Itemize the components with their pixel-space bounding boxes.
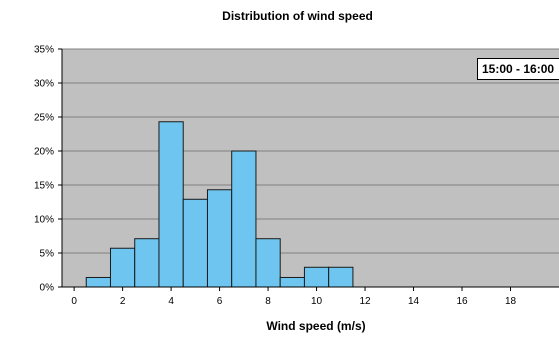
x-tick-label: 2 — [120, 296, 126, 307]
histogram-bar — [328, 266, 354, 288]
x-tick-label: 6 — [217, 296, 223, 307]
histogram-bar — [158, 121, 184, 288]
x-tick-label: 12 — [359, 296, 371, 307]
histogram-bar — [206, 189, 233, 288]
y-tick-label: 10% — [34, 215, 54, 226]
y-tick-label: 35% — [34, 45, 54, 56]
histogram-bar — [303, 266, 330, 288]
y-tick-label: 30% — [34, 79, 54, 90]
y-tick-label: 0% — [40, 283, 55, 294]
plot-area: 0% 5% 10% 15% 20% 25% 30% 35% 0 2 4 6 8 10 12 14 16 18 — [34, 45, 559, 307]
x-tick-label: 8 — [265, 296, 271, 307]
histogram-bar — [279, 276, 305, 288]
y-tick-label: 25% — [34, 113, 54, 124]
histogram-bar — [182, 198, 208, 288]
time-range-label: 15:00 - 16:00 — [477, 58, 559, 80]
x-tick-label: 0 — [71, 296, 77, 307]
chart-title-text: Distribution of wind speed — [222, 9, 373, 23]
y-tick-label: 5% — [40, 249, 55, 260]
histogram-bar — [134, 238, 160, 288]
x-tick-label: 4 — [168, 296, 174, 307]
x-tick-label: 10 — [311, 296, 323, 307]
x-tick-label: 18 — [505, 296, 517, 307]
y-tick-label: 15% — [34, 181, 54, 192]
histogram-bar — [255, 238, 281, 288]
histogram-bar — [85, 276, 111, 288]
x-axis-label: Wind speed (m/s) — [266, 319, 365, 333]
x-tick-label: 16 — [456, 296, 468, 307]
chart-title: Distribution of wind speed — [0, 9, 559, 23]
histogram-bar — [109, 247, 136, 288]
x-tick-label: 14 — [408, 296, 420, 307]
histogram-bar — [231, 150, 257, 288]
y-tick-label: 20% — [34, 147, 54, 158]
